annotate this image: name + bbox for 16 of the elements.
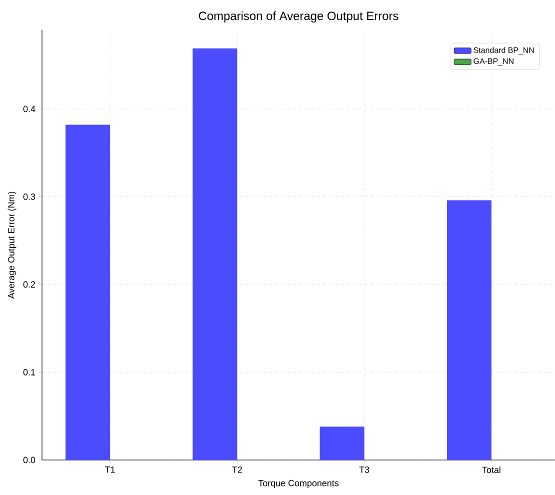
chart-title: Comparison of Average Output Errors xyxy=(198,11,398,22)
y-tick-label: 0.0 xyxy=(23,456,36,464)
x-tick-label: T1 xyxy=(104,466,115,473)
y-tick-label: 0.4 xyxy=(23,106,36,112)
bar xyxy=(446,200,492,460)
bar xyxy=(66,124,110,460)
y-tick-label: 0.2 xyxy=(23,281,36,288)
y-tick-label: 0.1 xyxy=(23,369,36,376)
x-tick-label: T3 xyxy=(359,466,370,473)
y-axis-title: Average Output Error (Nm) xyxy=(8,192,16,299)
x-tick-label: Total xyxy=(482,466,500,474)
bar xyxy=(320,426,364,460)
y-tick-label: 0.3 xyxy=(23,194,36,200)
bar xyxy=(192,48,238,460)
x-tick-label: T2 xyxy=(232,466,242,473)
x-axis-title: Torque Components xyxy=(258,480,339,488)
